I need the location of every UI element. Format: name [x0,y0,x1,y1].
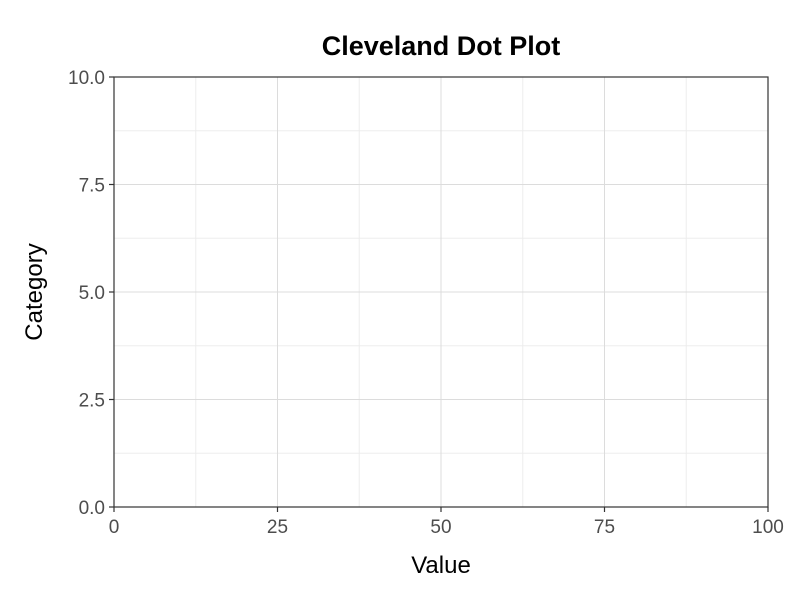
x-axis-title: Value [411,552,471,579]
y-tick-label: 0.0 [79,498,105,519]
x-tick-label: 0 [109,517,120,538]
x-tick-label: 100 [752,517,784,538]
x-tick-label: 50 [430,517,451,538]
x-tick-label: 75 [594,517,615,538]
y-tick-label: 7.5 [79,176,105,197]
major-grid [113,76,769,508]
y-axis-title: Category [21,243,48,340]
y-tick-label: 10.0 [68,68,105,89]
y-tick-label: 2.5 [79,391,105,412]
y-tick-label: 5.0 [79,283,105,304]
chart-title: Cleveland Dot Plot [322,31,561,61]
y-axis-ticks: 0.0 2.5 5.0 7.5 10.0 [68,68,114,519]
x-axis-ticks: 0 25 50 75 100 [109,507,784,538]
x-tick-label: 25 [267,517,288,538]
